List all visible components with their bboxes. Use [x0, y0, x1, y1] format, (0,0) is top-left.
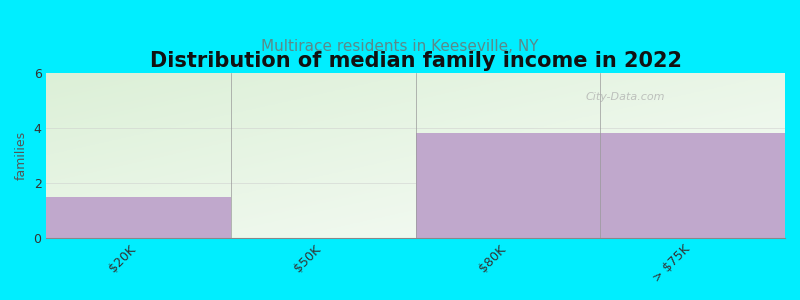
Text: City-Data.com: City-Data.com [586, 92, 665, 102]
Title: Distribution of median family income in 2022: Distribution of median family income in … [150, 51, 682, 71]
Bar [46, 196, 231, 238]
Text: Multirace residents in Keeseville, NY: Multirace residents in Keeseville, NY [262, 39, 538, 54]
Bar [416, 133, 600, 238]
Y-axis label: families: families [15, 131, 28, 180]
Bar [600, 133, 785, 238]
